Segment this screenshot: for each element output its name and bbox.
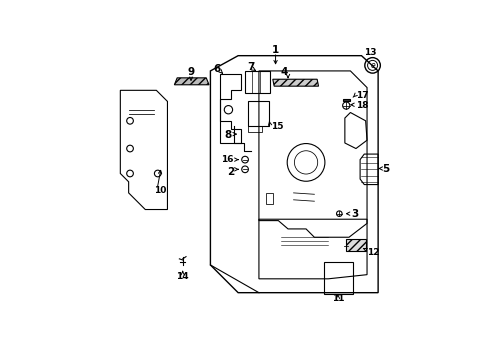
Text: 11: 11 <box>331 294 344 303</box>
Text: 16: 16 <box>221 155 233 164</box>
Bar <box>324 262 352 294</box>
Text: 6: 6 <box>213 64 220 74</box>
Bar <box>247 126 261 132</box>
Text: 4: 4 <box>280 67 287 77</box>
Text: 3: 3 <box>351 209 358 219</box>
Text: 9: 9 <box>187 67 194 77</box>
Text: 18: 18 <box>355 101 367 110</box>
Text: 2: 2 <box>226 167 233 177</box>
Text: 10: 10 <box>153 186 165 195</box>
Bar <box>247 102 268 126</box>
Polygon shape <box>174 78 208 85</box>
Text: 17: 17 <box>355 91 368 100</box>
Polygon shape <box>346 239 365 251</box>
Text: 13: 13 <box>364 48 376 57</box>
Text: 15: 15 <box>270 122 283 131</box>
Polygon shape <box>343 99 350 102</box>
Text: 8: 8 <box>224 130 231 140</box>
Text: e: e <box>369 61 374 70</box>
Polygon shape <box>272 79 318 86</box>
Text: 7: 7 <box>246 62 254 72</box>
Text: 12: 12 <box>366 248 379 257</box>
Text: 5: 5 <box>382 164 389 174</box>
Text: 1: 1 <box>271 45 279 55</box>
Text: 14: 14 <box>176 272 189 281</box>
Bar <box>244 71 269 93</box>
